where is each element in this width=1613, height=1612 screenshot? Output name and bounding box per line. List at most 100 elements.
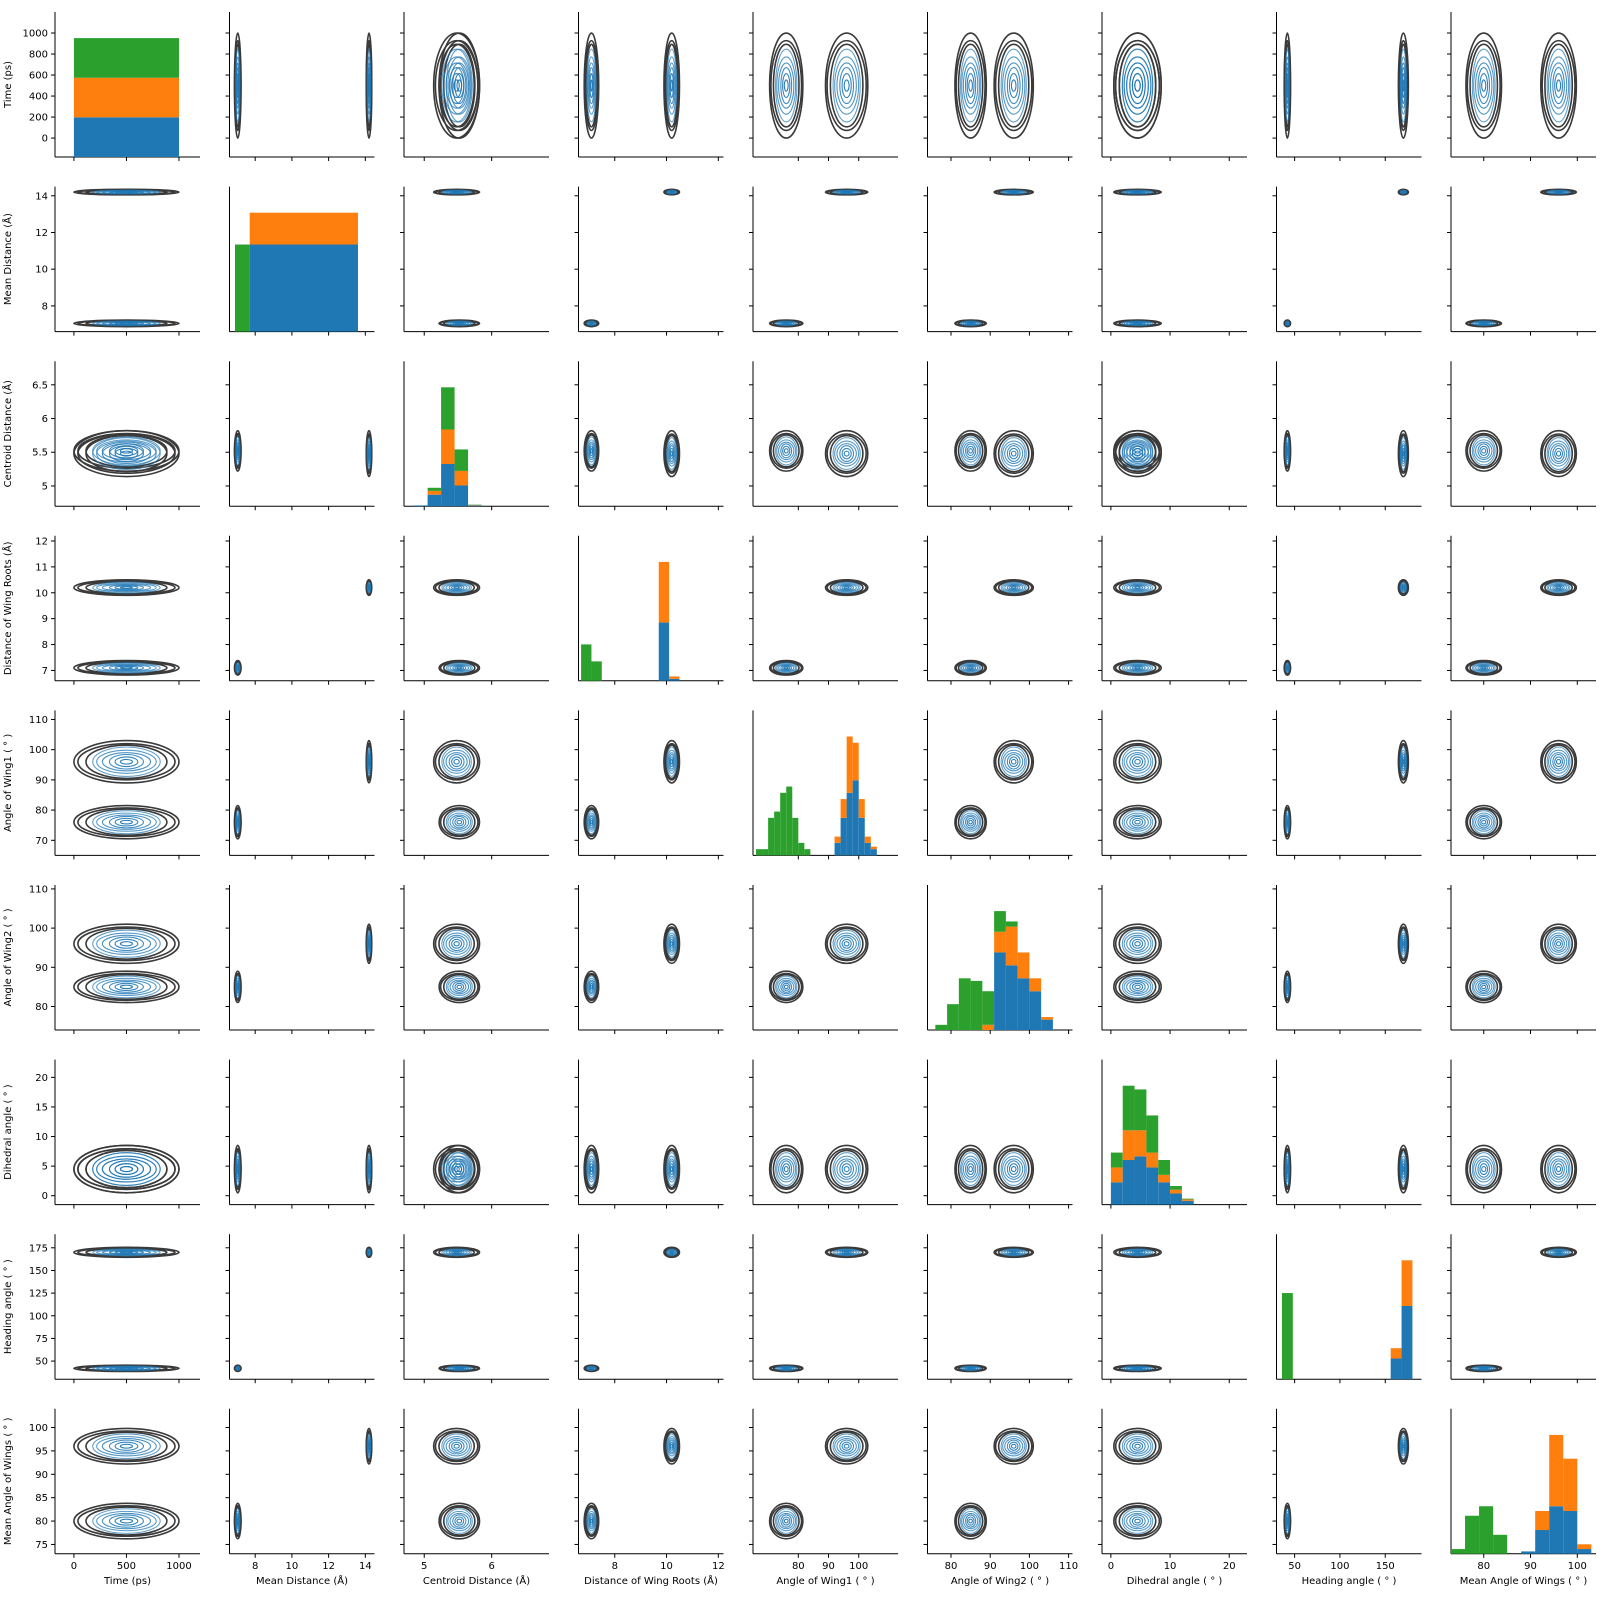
kde-mean_angle_wings-angle_wing1-m1-contour-4 (834, 1435, 860, 1457)
kde-mean_angle_wings-angle_wing1-m0-contour-6 (780, 1514, 793, 1528)
kde-mean_angle_wings-centroid_distance-m0-contour-6 (452, 1514, 467, 1528)
kde-angle_wing2-wing_root_distance-m0-contour-7 (589, 982, 594, 992)
kde-angle_wing1-heading_angle-m1-contour-5 (1400, 752, 1407, 772)
kde-angle_wing1-angle_wing2-m0-contour-7 (966, 817, 975, 827)
kde-centroid_distance-wing_root_distance-m0-contour-5 (587, 441, 596, 461)
kde-dihedral_angle-centroid_distance-m1-contour-1 (434, 1148, 479, 1191)
y-tick-label: 6 (42, 414, 48, 425)
kde-time-centroid_distance-m1-contour-0 (432, 32, 481, 139)
kde-wing_root_distance-time-m0-contour-2 (85, 661, 168, 675)
kde-angle_wing1-mean_angle_wings-m0-contour-0 (1465, 804, 1503, 840)
kde-mean_angle_wings-time-m0-contour-5 (101, 1512, 152, 1530)
kde-time-mean_angle_wings-m0-contour-8 (1481, 79, 1487, 92)
kde-mean_angle_wings-wing_root_distance-m0-contour-2 (585, 1506, 598, 1536)
kde-dihedral_angle-mean_angle_wings-m0-contour-6 (1477, 1160, 1491, 1178)
kde-wing_root_distance-mean_distance-m1-contour-8 (367, 586, 371, 589)
kde-angle_wing1-time-m1-contour-7 (114, 756, 139, 768)
kde-dihedral_angle-wing_root_distance-m1-contour-4 (666, 1155, 677, 1183)
kde-angle_wing2-time-m1-contour-0 (73, 923, 180, 965)
hist-bar-centroid_distance-1-s2 (427, 487, 442, 491)
cell-angle_wing2-vs-angle_wing2 (927, 885, 1073, 1034)
hist-bar-centroid_distance-3-s2 (454, 449, 469, 471)
kde-time-wing_root_distance-m1-contour-1 (663, 39, 680, 132)
kde-mean_angle_wings-angle_wing2-m1-contour-6 (1006, 1439, 1021, 1453)
kde-dihedral_angle-heading_angle-m1-contour-5 (1400, 1158, 1407, 1180)
kde-wing_root_distance-angle_wing1-m0-contour-5 (778, 664, 795, 672)
kde-dihedral_angle-angle_wing2-m0-contour-3 (959, 1152, 982, 1187)
cell-mean_angle_wings-vs-wing_root_distance: 8 10 12 Distance of Wing Roots (Å) (574, 1408, 725, 1587)
y-tick-label: 90 (35, 775, 48, 786)
kde-wing_root_distance-angle_wing2-m1-contour-8 (1010, 586, 1017, 589)
kde-wing_root_distance-angle_wing2-m1-contour-3 (1000, 581, 1027, 594)
kde-angle_wing1-angle_wing2-m0-contour-1 (955, 807, 986, 838)
kde-time-centroid_distance-m1-contour-8 (453, 79, 460, 92)
kde-angle_wing1-dihedral_angle-m0-contour-2 (1118, 808, 1157, 837)
kde-angle_wing2-centroid_distance-m1-contour-5 (445, 934, 468, 953)
x-tick-label: 0 (71, 1561, 77, 1572)
kde-mean_angle_wings-dihedral_angle-m0-contour-1 (1114, 1505, 1161, 1538)
kde-dihedral_angle-angle_wing2-m1-contour-1 (994, 1148, 1033, 1191)
kde-wing_root_distance-centroid_distance-m1-contour-2 (438, 580, 476, 595)
cell-centroid_distance-vs-time: 5 5.5 6 6.5 Centroid Distance (Å) (1, 361, 200, 511)
kde-time-angle_wing1-m1-contour-0 (824, 32, 869, 139)
hist-bar-mean_angle_wings-6-s1 (1535, 1510, 1550, 1531)
kde-time-angle_wing2-m0-contour-3 (959, 48, 982, 123)
kde-time-wing_root_distance-m0-contour-2 (585, 43, 598, 128)
kde-dihedral_angle-mean_angle_wings-m0-contour-7 (1479, 1163, 1489, 1176)
kde-angle_wing2-angle_wing1-m1-contour-0 (824, 923, 869, 965)
kde-centroid_distance-wing_root_distance-m1-contour-4 (666, 440, 677, 467)
kde-time-angle_wing1-m0-contour-6 (780, 66, 793, 105)
y-tick-label: 100 (29, 745, 48, 756)
kde-angle_wing1-mean_angle_wings-m1-contour-2 (1544, 744, 1574, 780)
kde-wing_root_distance-heading_angle-m1-contour-2 (1398, 580, 1409, 595)
kde-angle_wing2-dihedral_angle-m1-contour-4 (1123, 932, 1152, 956)
y-tick-label: 80 (35, 1002, 48, 1013)
kde-mean_angle_wings-angle_wing1-m1-contour-3 (832, 1433, 861, 1460)
kde-time-mean_angle_wings-m0-contour-4 (1473, 56, 1495, 115)
kde-centroid_distance-angle_wing1-m0-contour-8 (783, 448, 789, 454)
hist-bar-angle_wing1-6-s2 (792, 817, 799, 856)
kde-angle_wing1-mean_distance-m0-contour-8 (236, 819, 239, 825)
kde-dihedral_angle-angle_wing1-m1-contour-3 (832, 1152, 861, 1187)
kde-centroid_distance-wing_root_distance-m0-contour-1 (583, 432, 599, 469)
kde-angle_wing1-wing_root_distance-m1-contour-4 (666, 749, 677, 774)
y-tick-label: 125 (29, 1289, 48, 1300)
x-tick-label: 14 (359, 1561, 372, 1572)
kde-dihedral_angle-centroid_distance-m1-contour-8 (453, 1165, 460, 1173)
kde-time-dihedral_angle-m1-contour-7 (1131, 73, 1144, 99)
hist-bar-angle_wing2-2-s2 (958, 978, 971, 1030)
kde-time-mean_angle_wings-m1-contour-0 (1540, 32, 1578, 139)
kde-dihedral_angle-mean_angle_wings-m1-contour-4 (1547, 1155, 1570, 1183)
hist-bar-centroid_distance-2-s0 (441, 464, 455, 507)
kde-angle_wing2-dihedral_angle-m0-contour-2 (1118, 973, 1157, 1001)
kde-mean_angle_wings-angle_wing1-m0-contour-2 (772, 1506, 800, 1536)
cell-wing_root_distance-vs-centroid_distance (400, 535, 549, 685)
kde-mean_angle_wings-centroid_distance-m1-contour-4 (443, 1435, 471, 1457)
kde-angle_wing2-time-m0-contour-5 (101, 979, 152, 995)
kde-time-angle_wing2-m0-contour-1 (955, 39, 986, 132)
kde-wing_root_distance-mean_angle_wings-m1-contour-7 (1554, 585, 1563, 590)
kde-mean_angle_wings-time-m0-contour-2 (85, 1506, 168, 1536)
kde-heading_angle-centroid_distance-m1-contour-4 (443, 1249, 471, 1256)
cell-mean_angle_wings-vs-mean_distance: 8 10 12 14 Mean Distance (Å) (225, 1408, 375, 1587)
hist-bar-mean_angle_wings-8-s0 (1563, 1510, 1578, 1554)
kde-angle_wing1-angle_wing2-m0-contour-2 (957, 808, 984, 837)
kde-angle_wing1-heading_angle-m1-contour-2 (1398, 744, 1409, 780)
hist-bar-dihedral_angle-0-s2 (1110, 1152, 1123, 1168)
kde-heading_angle-angle_wing2-m0-contour-8 (968, 1367, 973, 1370)
kde-angle_wing1-wing_root_distance-m1-contour-7 (669, 756, 674, 768)
y-tick-label: 50 (35, 1357, 48, 1368)
kde-centroid_distance-angle_wing2-m1-contour-2 (997, 434, 1030, 473)
kde-angle_wing2-mean_angle_wings-m1-contour-8 (1555, 941, 1562, 947)
kde-time-mean_angle_wings-m0-contour-2 (1469, 43, 1499, 128)
kde-centroid_distance-mean_angle_wings-m1-contour-7 (1554, 447, 1563, 460)
hist-bar-dihedral_angle-6-s0 (1181, 1200, 1194, 1205)
kde-mean_angle_wings-wing_root_distance-m0-contour-6 (588, 1514, 595, 1528)
kde-angle_wing2-dihedral_angle-m1-contour-0 (1113, 923, 1162, 965)
kde-angle_wing1-dihedral_angle-m1-contour-8 (1134, 758, 1141, 765)
y-tick-label: 5 (42, 481, 48, 492)
kde-centroid_distance-angle_wing1-m1-contour-0 (824, 429, 869, 478)
x-axis-label: Mean Angle of Wings ( ° ) (1460, 1576, 1588, 1587)
kde-dihedral_angle-angle_wing1-m0-contour-3 (775, 1152, 798, 1187)
kde-wing_root_distance-mean_angle_wings-m0-contour-3 (1471, 662, 1496, 674)
